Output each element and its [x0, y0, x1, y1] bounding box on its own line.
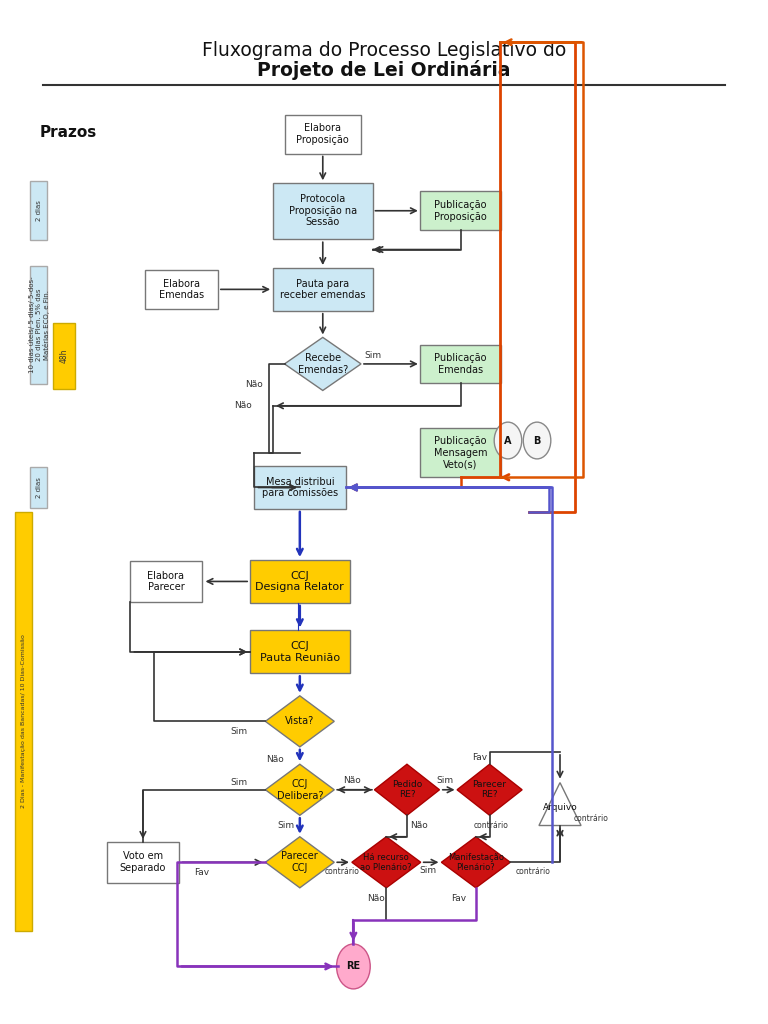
- Text: Publicação
Proposição: Publicação Proposição: [434, 200, 487, 221]
- FancyBboxPatch shape: [420, 191, 501, 230]
- Text: 48h: 48h: [60, 348, 68, 362]
- FancyBboxPatch shape: [130, 561, 202, 602]
- Text: contrário: contrário: [516, 867, 551, 876]
- Text: Elabora
Proposição: Elabora Proposição: [296, 123, 349, 145]
- Text: Manifestação
Plenário?: Manifestação Plenário?: [448, 853, 504, 872]
- Text: Não: Não: [410, 821, 428, 830]
- FancyBboxPatch shape: [250, 560, 349, 603]
- Polygon shape: [284, 337, 361, 390]
- Text: Sim: Sim: [420, 866, 437, 874]
- Text: Fav: Fav: [451, 894, 465, 902]
- FancyBboxPatch shape: [15, 512, 32, 931]
- Text: CCJ
Delibera?: CCJ Delibera?: [276, 779, 323, 801]
- Text: Publicação
Mensagem
Veto(s): Publicação Mensagem Veto(s): [434, 436, 487, 469]
- Text: Projeto de Lei Ordinária: Projeto de Lei Ordinária: [257, 59, 511, 80]
- Text: Não: Não: [367, 894, 386, 902]
- Text: Fluxograma do Processo Legislativo do: Fluxograma do Processo Legislativo do: [202, 41, 566, 60]
- Text: CCJ
Pauta Reunião: CCJ Pauta Reunião: [260, 641, 340, 663]
- Text: Pauta para
receber emendas: Pauta para receber emendas: [280, 279, 366, 300]
- Polygon shape: [375, 764, 439, 815]
- Text: Sim: Sim: [230, 778, 247, 787]
- Text: Mesa distribui
para comissões: Mesa distribui para comissões: [262, 477, 338, 499]
- FancyBboxPatch shape: [54, 324, 74, 389]
- Text: Sim: Sim: [277, 821, 295, 830]
- FancyBboxPatch shape: [273, 182, 372, 239]
- Polygon shape: [266, 837, 334, 888]
- Circle shape: [523, 422, 551, 459]
- Polygon shape: [352, 837, 421, 888]
- FancyBboxPatch shape: [31, 181, 48, 241]
- FancyBboxPatch shape: [107, 842, 179, 883]
- Text: A: A: [505, 435, 511, 445]
- Polygon shape: [266, 764, 334, 815]
- Text: Publicação
Emendas: Publicação Emendas: [434, 353, 487, 375]
- Text: contrário: contrário: [474, 821, 508, 830]
- Text: 10 dias úteis/ 5 dias/ 5-dos-
20 dias Plen. 5% das
Matérias ECO, e Fin.: 10 dias úteis/ 5 dias/ 5-dos- 20 dias Pl…: [28, 276, 50, 374]
- Text: Fav: Fav: [472, 753, 487, 762]
- Text: Sim: Sim: [437, 776, 454, 785]
- FancyBboxPatch shape: [31, 266, 48, 384]
- Text: RE: RE: [346, 962, 360, 972]
- Text: contrário: contrário: [324, 867, 359, 876]
- Text: Parecer
RE?: Parecer RE?: [472, 780, 507, 800]
- Text: Parecer
CCJ: Parecer CCJ: [281, 852, 318, 873]
- Text: Sim: Sim: [230, 727, 247, 736]
- FancyBboxPatch shape: [284, 115, 361, 154]
- FancyBboxPatch shape: [420, 428, 501, 477]
- Text: Vista?: Vista?: [285, 717, 314, 726]
- Text: Elabora
Parecer: Elabora Parecer: [147, 570, 184, 592]
- Text: Protocola
Proposição na
Sessão: Protocola Proposição na Sessão: [289, 195, 357, 227]
- Polygon shape: [266, 696, 334, 746]
- Text: Pedido
RE?: Pedido RE?: [392, 780, 422, 800]
- FancyBboxPatch shape: [420, 344, 501, 383]
- Text: Recebe
Emendas?: Recebe Emendas?: [298, 353, 348, 375]
- Text: Fav: Fav: [194, 868, 210, 877]
- Text: B: B: [533, 435, 541, 445]
- Text: contrário: contrário: [574, 814, 609, 823]
- Text: 2 Dias - Manifestação das Bancadas/ 10 Dias-Comissão: 2 Dias - Manifestação das Bancadas/ 10 D…: [21, 635, 26, 808]
- Text: Há recurso
ao Plenário?: Há recurso ao Plenário?: [360, 853, 412, 872]
- Text: Não: Não: [343, 776, 361, 785]
- Text: Não: Não: [266, 755, 283, 764]
- Polygon shape: [457, 764, 522, 815]
- FancyBboxPatch shape: [31, 467, 48, 508]
- FancyBboxPatch shape: [145, 270, 217, 309]
- Text: Voto em
Separado: Voto em Separado: [120, 852, 166, 873]
- Text: CCJ
Designa Relator: CCJ Designa Relator: [256, 570, 344, 592]
- FancyBboxPatch shape: [254, 466, 346, 509]
- Text: Não: Não: [234, 401, 252, 411]
- Polygon shape: [442, 837, 510, 888]
- Text: Sim: Sim: [364, 351, 381, 360]
- FancyBboxPatch shape: [250, 631, 349, 674]
- FancyBboxPatch shape: [273, 268, 372, 311]
- Polygon shape: [539, 782, 581, 825]
- Circle shape: [336, 944, 370, 989]
- Circle shape: [494, 422, 521, 459]
- Text: Prazos: Prazos: [40, 125, 98, 139]
- Text: Arquivo: Arquivo: [543, 803, 578, 812]
- Text: 2 dias: 2 dias: [36, 477, 42, 498]
- Text: Elabora
Emendas: Elabora Emendas: [159, 279, 204, 300]
- Text: Não: Não: [245, 380, 263, 389]
- Text: 2 dias: 2 dias: [36, 201, 42, 221]
